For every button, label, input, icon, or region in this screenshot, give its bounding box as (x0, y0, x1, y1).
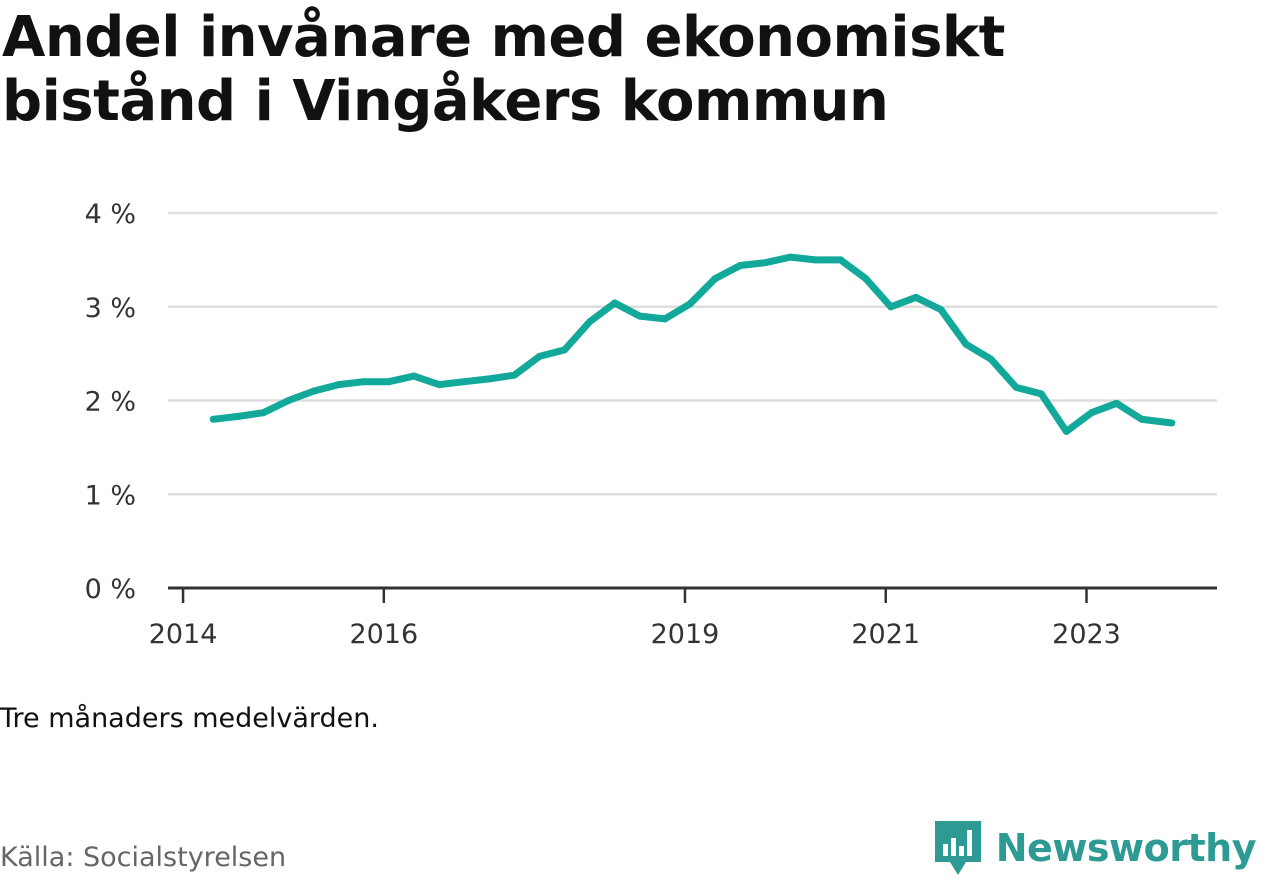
data-point (259, 409, 267, 417)
data-point (761, 259, 769, 267)
series-group (209, 253, 1176, 435)
x-tick-label: 2021 (851, 619, 920, 650)
data-point (460, 378, 468, 386)
data-point (284, 397, 292, 404)
data-point (686, 300, 694, 308)
source-credit: Källa: Socialstyrelsen (0, 842, 287, 873)
x-tick-label: 2014 (149, 619, 218, 650)
data-point (535, 352, 543, 360)
data-point (736, 262, 744, 269)
data-point (1088, 409, 1096, 417)
x-axis (168, 586, 1217, 603)
x-tick-label: 2016 (349, 619, 418, 650)
x-tick-label: 2019 (651, 619, 720, 650)
data-point (360, 378, 368, 386)
data-point (962, 340, 970, 348)
series-line (212, 253, 1173, 435)
y-tick-label: 3 % (85, 293, 136, 324)
data-point (862, 275, 870, 283)
data-point (937, 306, 945, 314)
newsworthy-logo-icon (934, 821, 981, 875)
data-point (1062, 427, 1070, 435)
data-point (611, 299, 619, 307)
brand-name: Newsworthy (995, 826, 1257, 870)
data-point (811, 256, 819, 264)
data-point (209, 415, 217, 423)
y-tick-label: 4 % (85, 199, 136, 230)
data-point (385, 378, 393, 386)
data-point (786, 253, 794, 261)
data-point (636, 312, 644, 320)
data-point (1168, 419, 1176, 427)
data-point (887, 303, 895, 311)
brand-logo: Newsworthy (932, 818, 1257, 878)
data-point (1113, 399, 1121, 407)
data-point (410, 372, 418, 380)
data-point (912, 293, 920, 301)
data-point (510, 371, 518, 379)
data-point (661, 315, 669, 323)
chart-title: Andel invånare med ekonomiskt bistånd i … (2, 5, 1005, 134)
data-point (837, 256, 845, 264)
grid-lines (168, 211, 1217, 496)
data-point (1012, 383, 1020, 391)
y-tick-label: 2 % (85, 387, 136, 418)
line-chart: 0 % 1 % 2 % 3 % 4 % 2014 2016 2019 2021 2023 (85, 199, 1217, 650)
data-point (1037, 390, 1045, 398)
data-point (711, 275, 719, 283)
x-tick-label: 2023 (1052, 619, 1121, 650)
data-point (561, 346, 569, 354)
data-point (987, 355, 995, 363)
x-axis-tick-labels: 2014 2016 2019 2021 2023 (149, 619, 1121, 650)
data-point (485, 375, 493, 383)
data-point (1138, 415, 1146, 423)
data-point (335, 381, 343, 389)
chart-note: Tre månaders medelvärden. (0, 703, 379, 734)
data-point (234, 412, 242, 420)
y-tick-label: 1 % (85, 480, 136, 511)
y-axis-tick-labels: 0 % 1 % 2 % 3 % 4 % (85, 199, 136, 605)
y-tick-label: 0 % (85, 574, 136, 605)
data-point (310, 387, 318, 395)
data-point (586, 318, 594, 326)
data-point (435, 381, 443, 389)
